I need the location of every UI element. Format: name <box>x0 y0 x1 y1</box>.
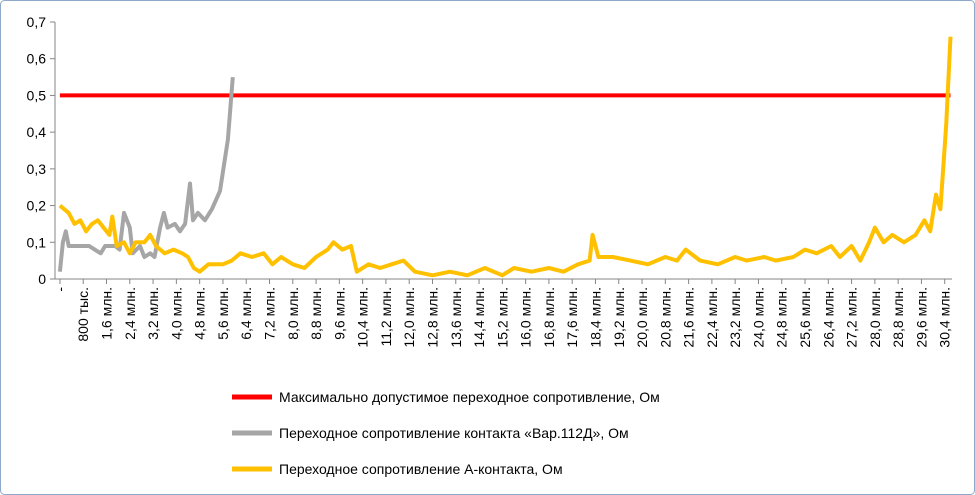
x-tick-label: 4,8 млн. <box>192 287 208 340</box>
x-tick-label: 17,6 млн. <box>564 287 580 348</box>
x-tick-label: 8,8 млн. <box>308 287 324 340</box>
x-tick-label: 16,0 млн. <box>518 287 534 348</box>
x-tick-label: 27,2 млн. <box>844 287 860 348</box>
x-tick-label: 10,4 млн. <box>355 287 371 348</box>
x-tick-label: 19,2 млн. <box>611 287 627 348</box>
x-tick-label: 18,4 млн. <box>587 287 603 348</box>
x-tick-label: 24,8 млн. <box>774 287 790 348</box>
x-tick-label: 14,4 млн. <box>471 287 487 348</box>
x-tick-label: 8,0 млн. <box>285 287 301 340</box>
legend-label: Переходное сопротивление А-контакта, Ом <box>279 461 563 477</box>
x-tick-label: 20,8 млн. <box>657 287 673 348</box>
y-tick-label: 0,1 <box>27 234 47 250</box>
legend-label: Переходное сопротивление контакта «Вар.1… <box>279 425 629 441</box>
series-line <box>57 76 235 272</box>
x-tick-label: 7,2 млн. <box>262 287 278 340</box>
x-tick-label: 4,0 млн. <box>168 287 184 340</box>
y-tick-label: 0 <box>38 271 46 287</box>
x-tick-label: 29,6 млн. <box>913 287 929 348</box>
x-tick-label: 30,4 млн. <box>937 287 953 348</box>
x-tick-label: 12,0 млн. <box>401 287 417 348</box>
x-tick-label: 28,8 млн. <box>890 287 906 348</box>
x-tick-label: 28,0 млн. <box>867 287 883 348</box>
x-tick-label: 9,6 млн. <box>331 287 347 340</box>
x-tick-label: - <box>52 287 68 292</box>
x-tick-label: 20,0 млн. <box>634 287 650 348</box>
y-tick-label: 0,7 <box>27 14 47 30</box>
x-tick-label: 2,4 млн. <box>122 287 138 340</box>
x-tick-label: 15,2 млн. <box>494 287 510 348</box>
x-tick-label: 11,2 млн. <box>378 287 394 347</box>
x-tick-label: 16,8 млн. <box>541 287 557 348</box>
x-tick-label: 6,4 млн. <box>238 287 254 340</box>
x-tick-label: 24,0 млн. <box>750 287 766 348</box>
x-tick-label: 12,8 млн. <box>424 287 440 348</box>
x-tick-label: 23,2 млн. <box>727 287 743 348</box>
x-tick-label: 5,6 млн. <box>215 287 231 340</box>
x-tick-label: 1,6 млн. <box>99 287 115 340</box>
x-tick-label: 25,6 млн. <box>797 287 813 348</box>
y-tick-label: 0,6 <box>27 51 47 67</box>
series-line <box>58 36 953 278</box>
legend-label: Максимально допустимое переходное сопрот… <box>279 389 660 405</box>
x-tick-label: 21,6 млн. <box>681 287 697 348</box>
y-tick-label: 0,4 <box>27 124 47 140</box>
x-tick-label: 3,2 млн. <box>145 287 161 340</box>
y-tick-label: 0,2 <box>27 198 47 214</box>
y-tick-label: 0,5 <box>27 87 47 103</box>
x-tick-label: 26,4 млн. <box>820 287 836 348</box>
x-tick-label: 13,6 млн. <box>448 287 464 348</box>
x-tick-label: 800 тыс. <box>75 287 91 342</box>
y-tick-label: 0,3 <box>27 161 47 177</box>
x-tick-label: 22,4 млн. <box>704 287 720 348</box>
